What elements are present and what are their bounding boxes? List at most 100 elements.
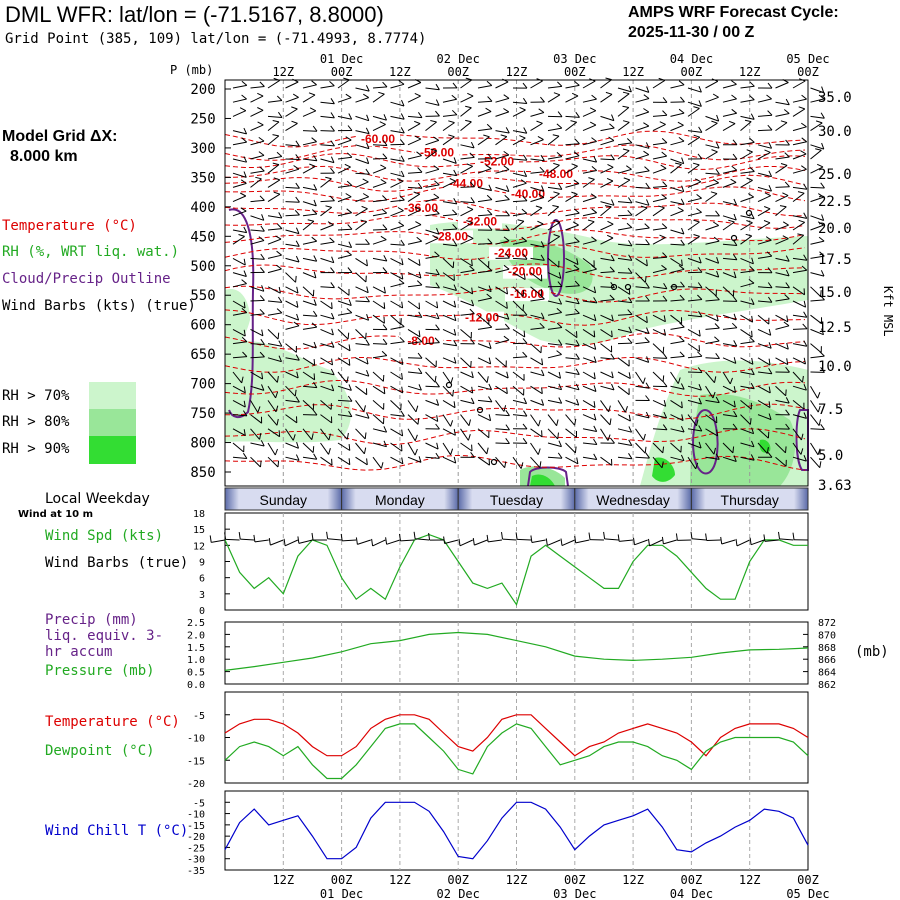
wind-barb-flag xyxy=(662,295,668,302)
wind-barb-flag xyxy=(802,323,808,330)
wind-barb xyxy=(285,396,300,403)
wind-barb-flag xyxy=(626,222,633,228)
wind-barb-shaft xyxy=(250,286,264,292)
wind-barb xyxy=(670,425,685,433)
wind-barb-shaft xyxy=(652,428,668,431)
wind-barb xyxy=(302,236,318,245)
wind-barb-shaft xyxy=(495,286,508,295)
wind-barb-shaft xyxy=(495,97,510,103)
wind-barb xyxy=(390,113,405,120)
wind-barb xyxy=(687,178,702,188)
wind-barb xyxy=(232,156,248,163)
wind-barb-shaft xyxy=(687,130,702,133)
surface-wind-barb-flag xyxy=(675,533,678,541)
wind-barb-shaft xyxy=(792,343,807,347)
wind-barb-flag xyxy=(784,152,790,158)
wind-barb-shaft xyxy=(600,127,615,132)
wind-barb xyxy=(547,322,563,330)
wind-barb xyxy=(320,140,335,147)
wind-barb-shaft xyxy=(302,257,317,262)
wind-barb-shaft xyxy=(232,312,247,316)
wind-barb xyxy=(390,385,404,394)
wind-barb xyxy=(757,413,772,421)
wind-barb-shaft xyxy=(547,456,563,459)
wind-barb-flag xyxy=(693,234,700,237)
wind-barb-flag xyxy=(430,120,437,123)
wind-barb-shaft xyxy=(565,343,580,347)
wind-barb-flag xyxy=(574,418,577,426)
wind-barb-shaft xyxy=(372,385,386,395)
wind-barb-shaft xyxy=(285,272,296,283)
wind-barb-shaft xyxy=(617,286,631,295)
wind-barb-flag xyxy=(662,424,668,431)
wind-barb xyxy=(722,80,737,89)
wind-barb xyxy=(320,81,335,89)
wind-barb-shaft xyxy=(337,139,352,146)
wind-barb xyxy=(495,210,510,217)
wind-barb-flag xyxy=(313,184,318,191)
wind-barb xyxy=(775,192,789,203)
wind-barb-flag xyxy=(716,257,720,264)
wind-barb-shaft xyxy=(810,314,822,325)
wind-barb-flag xyxy=(698,126,703,133)
wind-barb-flag xyxy=(506,313,510,320)
surface-wind-barb xyxy=(326,531,342,541)
wind-barb-shaft xyxy=(390,428,403,437)
wind-barb xyxy=(810,182,825,189)
wind-barb-shaft xyxy=(722,181,737,188)
wind-barb xyxy=(565,308,580,316)
wind-barb xyxy=(775,423,790,430)
wind-barb xyxy=(530,399,545,406)
wind-barb xyxy=(285,93,299,103)
wind-barb xyxy=(390,279,405,288)
wind-barb-shaft xyxy=(407,272,422,279)
wind-barb-shaft xyxy=(372,300,385,310)
wind-barb-flag xyxy=(465,105,472,109)
wind-barb-flag xyxy=(557,81,563,87)
hour-label-bottom-6: 00Z xyxy=(564,873,586,887)
wind-barb-shaft xyxy=(285,186,300,189)
wind-barb-shaft xyxy=(810,442,819,456)
wind-barb xyxy=(250,351,265,359)
wind-barb xyxy=(232,452,248,459)
wind-barb-flag xyxy=(817,405,821,413)
wind-barb xyxy=(232,257,246,266)
wind-barb xyxy=(687,398,702,405)
height-tick-9: 10.0 xyxy=(818,359,852,375)
wind-barb xyxy=(740,440,755,448)
wind-barb-flag xyxy=(485,164,492,170)
g-pres-ytick-6: 2.5 xyxy=(187,618,205,629)
wind-barb-flag xyxy=(628,453,633,459)
wind-barb xyxy=(425,110,440,117)
wind-barb-shaft xyxy=(705,399,720,404)
wind-barb xyxy=(512,371,525,381)
wind-barb xyxy=(600,371,614,379)
wind-barb xyxy=(512,410,528,417)
wind-barb-shaft xyxy=(267,179,281,188)
wind-barb-shaft xyxy=(617,442,632,446)
wind-barb-shaft xyxy=(600,223,614,231)
wind-barb-flag xyxy=(558,339,563,346)
wind-barb xyxy=(495,424,510,431)
wind-barb xyxy=(687,282,703,289)
g-pres-ytick-3: 1.0 xyxy=(187,655,205,666)
surface-wind-barb xyxy=(209,535,226,543)
wind-barb-flag xyxy=(643,108,650,113)
wind-barb xyxy=(617,296,633,304)
wind-barb xyxy=(267,111,283,118)
wind-barb-shaft xyxy=(460,385,473,394)
wind-barb-shaft xyxy=(600,314,614,322)
wind-barb-flag xyxy=(307,219,315,222)
wind-barb xyxy=(372,371,385,382)
wind-barb xyxy=(565,208,580,217)
wind-barb-flag xyxy=(713,178,719,184)
wind-barb xyxy=(285,272,297,283)
wind-barb-shaft xyxy=(687,428,702,432)
wind-barb-shaft xyxy=(232,257,246,266)
wind-barb-shaft xyxy=(705,371,715,384)
g-temp-ytick-2: -10 xyxy=(187,734,205,745)
wind-barb-flag xyxy=(662,110,668,116)
wind-barb-shaft xyxy=(460,79,473,89)
wind-barb-shaft xyxy=(670,112,685,117)
wind-barb-flag xyxy=(541,399,545,406)
